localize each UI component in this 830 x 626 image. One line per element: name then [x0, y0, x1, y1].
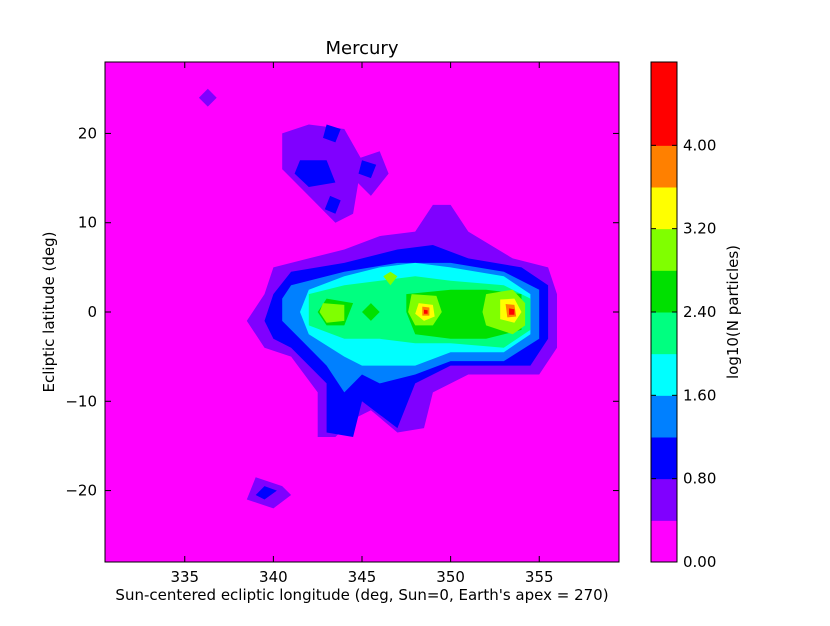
contour-region-6 [323, 124, 341, 143]
x-tick-label: 355 [525, 568, 554, 586]
contour-region-25 [424, 309, 428, 314]
contour-region-26 [509, 308, 515, 315]
colorbar-tick-label: 4.00 [683, 136, 716, 154]
colorbar-ticks: 0.00 0.80 1.60 2.40 3.20 4.00 [651, 136, 716, 571]
contour-region-7 [358, 160, 377, 179]
contour-fills [198, 88, 558, 509]
contour-region-2 [198, 88, 217, 107]
colorbar-band-4 [651, 353, 677, 396]
colorbar-tick-label: 0.80 [683, 470, 716, 488]
colorbar-band-8 [651, 187, 677, 230]
colorbar-band-9 [651, 145, 677, 188]
contour-region-9 [255, 486, 277, 500]
chart-title: Mercury [326, 38, 399, 59]
x-axis-label: Sun-centered ecliptic longitude (deg, Su… [115, 586, 608, 604]
colorbar-label: log10(N particles) [724, 245, 742, 379]
colorbar-band-2 [651, 437, 677, 480]
plot-area: 335 340 345 350 355 20 10 0 −10 −20 [65, 61, 620, 586]
contour-region-5 [294, 160, 336, 187]
colorbar-tick-label: 1.60 [683, 386, 716, 404]
colorbar-band-6 [651, 270, 677, 313]
y-tick-label: 0 [87, 303, 97, 321]
contour-region-15 [362, 303, 380, 321]
y-tick-label: 10 [78, 214, 97, 232]
x-tick-label: 350 [436, 568, 465, 586]
colorbar-tick-label: 3.20 [683, 220, 716, 238]
colorbar: 0.00 0.80 1.60 2.40 3.20 4.00 log10(N particl… [650, 61, 742, 571]
y-axis-ticks: 20 10 0 −10 −20 [65, 124, 619, 500]
colorbar-band-1 [651, 478, 677, 521]
contour-region-20 [383, 271, 398, 286]
y-axis-label: Ecliptic latitude (deg) [40, 232, 58, 393]
x-tick-label: 340 [259, 568, 288, 586]
colorbar-band-5 [651, 312, 677, 355]
colorbar-band-11 [651, 62, 677, 105]
y-tick-label: −10 [65, 392, 97, 410]
y-tick-label: −20 [65, 482, 97, 500]
colorbar-band-0 [651, 520, 677, 563]
x-tick-label: 345 [348, 568, 377, 586]
colorbar-bands [651, 62, 677, 563]
contour-region-8 [324, 195, 341, 214]
colorbar-tick-label: 0.00 [683, 553, 716, 571]
colorbar-tick-label: 2.40 [683, 303, 716, 321]
colorbar-band-10 [651, 103, 677, 146]
x-axis-ticks: 335 340 345 350 355 [170, 62, 554, 586]
contour-region-17 [319, 303, 345, 323]
x-tick-label: 335 [170, 568, 199, 586]
colorbar-band-7 [651, 228, 677, 271]
y-tick-label: 20 [78, 124, 97, 142]
colorbar-band-3 [651, 395, 677, 438]
